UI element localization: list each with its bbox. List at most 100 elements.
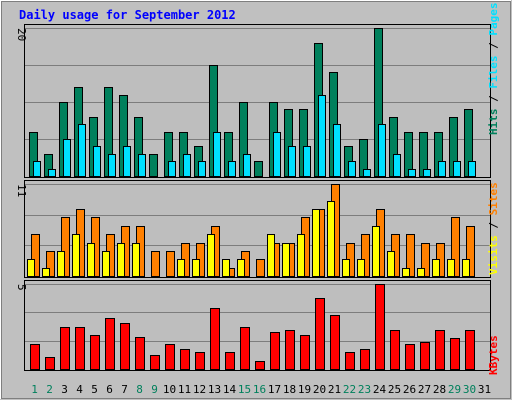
x-tick-label-6: 6: [106, 383, 113, 396]
x-tick-label-15: 15: [238, 383, 251, 396]
bar-files-day-20: [318, 95, 326, 177]
legend-bottom: KBytes: [487, 335, 500, 375]
bar-visits-day-17: [267, 234, 275, 277]
x-tick-label-26: 26: [403, 383, 416, 396]
bar-files-day-14: [228, 161, 236, 177]
bar-kbytes-day-12: [195, 352, 205, 370]
bar-files-day-25: [393, 154, 401, 177]
x-tick-label-25: 25: [388, 383, 401, 396]
bar-visits-day-2: [42, 268, 50, 277]
bar-files-day-22: [348, 161, 356, 177]
x-tick-label-4: 4: [76, 383, 83, 396]
bar-visits-day-1: [27, 259, 35, 277]
bar-visits-day-26: [402, 268, 410, 277]
legend-middle: Visits / Sites: [487, 182, 500, 275]
bar-kbytes-day-3: [60, 327, 70, 370]
bar-files-day-15: [243, 154, 251, 177]
x-tick-label-19: 19: [298, 383, 311, 396]
bar-files-day-24: [378, 124, 386, 177]
bar-visits-day-11: [177, 259, 185, 277]
bar-visits-day-29: [447, 259, 455, 277]
bar-visits-day-12: [192, 259, 200, 277]
bar-kbytes-day-1: [30, 344, 40, 370]
legend-top: Hits / Files / Pages: [487, 3, 500, 136]
bar-sites-day-23: [361, 234, 370, 277]
bar-files-day-23: [363, 169, 371, 177]
bar-visits-day-22: [342, 259, 350, 277]
x-axis-labels: 1 2 3 4 5 6 7 8 9 10 11 12 13 14 15 16 17 18 19 20 21 22 23 24 2…: [31, 383, 491, 396]
x-tick-label-29: 29: [448, 383, 461, 396]
bar-sites-day-26: [406, 234, 415, 277]
x-tick-label-17: 17: [268, 383, 281, 396]
bar-sites-day-16: [256, 259, 265, 277]
bar-kbytes-day-2: [45, 357, 55, 370]
bar-visits-day-5: [87, 243, 95, 277]
y-max-label: 20: [15, 28, 28, 41]
legend-entry: Sites: [487, 182, 500, 215]
bar-visits-day-19: [297, 234, 305, 277]
bar-visits-day-23: [357, 259, 365, 277]
x-tick-label-28: 28: [433, 383, 446, 396]
bar-files-day-18: [288, 146, 296, 177]
bar-kbytes-day-4: [75, 327, 85, 370]
x-tick-label-16: 16: [253, 383, 266, 396]
bar-kbytes-day-10: [165, 344, 175, 370]
bar-hits-day-9: [149, 154, 158, 177]
y-max-label: 5: [15, 284, 28, 291]
x-tick-label-10: 10: [163, 383, 176, 396]
bar-files-day-12: [198, 161, 206, 177]
legend-entry: Visits: [487, 235, 500, 275]
bar-visits-day-24: [372, 226, 380, 277]
x-tick-label-11: 11: [178, 383, 191, 396]
bar-visits-day-21: [327, 201, 335, 277]
x-tick-label-1: 1: [31, 383, 38, 396]
x-tick-label-5: 5: [91, 383, 98, 396]
x-tick-label-13: 13: [208, 383, 221, 396]
legend-entry: KBytes: [487, 335, 500, 375]
bar-kbytes-day-6: [105, 318, 115, 370]
bar-visits-day-28: [432, 259, 440, 277]
bar-files-day-7: [123, 146, 131, 177]
bar-sites-day-30: [466, 226, 475, 277]
bar-sites-day-10: [166, 251, 175, 277]
bar-visits-day-8: [132, 243, 140, 277]
bar-kbytes-day-18: [285, 330, 295, 370]
bar-files-day-3: [63, 139, 71, 177]
x-tick-label-14: 14: [223, 383, 237, 396]
bar-sites-day-3: [61, 217, 70, 277]
bar-kbytes-day-5: [90, 335, 100, 370]
bar-kbytes-day-19: [300, 335, 310, 370]
bar-visits-day-14: [222, 259, 230, 277]
x-tick-label-21: 21: [328, 383, 341, 396]
legend-entry: Pages: [487, 3, 500, 36]
bar-kbytes-day-13: [210, 308, 220, 370]
bar-kbytes-day-17: [270, 332, 280, 370]
bar-kbytes-day-27: [420, 342, 430, 370]
x-tick-label-12: 12: [193, 383, 206, 396]
x-tick-label-20: 20: [313, 383, 326, 396]
bar-files-day-4: [78, 124, 86, 177]
bar-kbytes-day-8: [135, 337, 145, 370]
bar-kbytes-day-28: [435, 330, 445, 370]
bar-kbytes-day-29: [450, 338, 460, 370]
x-tick-label-8: 8: [136, 383, 143, 396]
bar-files-day-17: [273, 132, 281, 177]
bar-sites-day-29: [451, 217, 460, 277]
legend-entry: Files: [487, 56, 500, 89]
side-legends: Hits / Files / Pages Visits / Sites KBytes: [487, 3, 500, 376]
bar-kbytes-day-7: [120, 323, 130, 370]
bar-visits-day-3: [57, 251, 65, 277]
bar-kbytes-day-9: [150, 355, 160, 370]
bar-files-day-21: [333, 124, 341, 177]
bar-kbytes-day-15: [240, 327, 250, 370]
bar-visits-day-4: [72, 234, 80, 277]
bar-files-day-30: [468, 161, 476, 177]
panel-bottom: 5: [15, 280, 491, 371]
bar-files-day-13: [213, 132, 221, 177]
x-tick-label-22: 22: [343, 383, 356, 396]
x-tick-label-24: 24: [373, 383, 387, 396]
bar-visits-day-30: [462, 259, 470, 277]
bar-sites-day-2: [46, 251, 55, 277]
bar-kbytes-day-22: [345, 352, 355, 370]
